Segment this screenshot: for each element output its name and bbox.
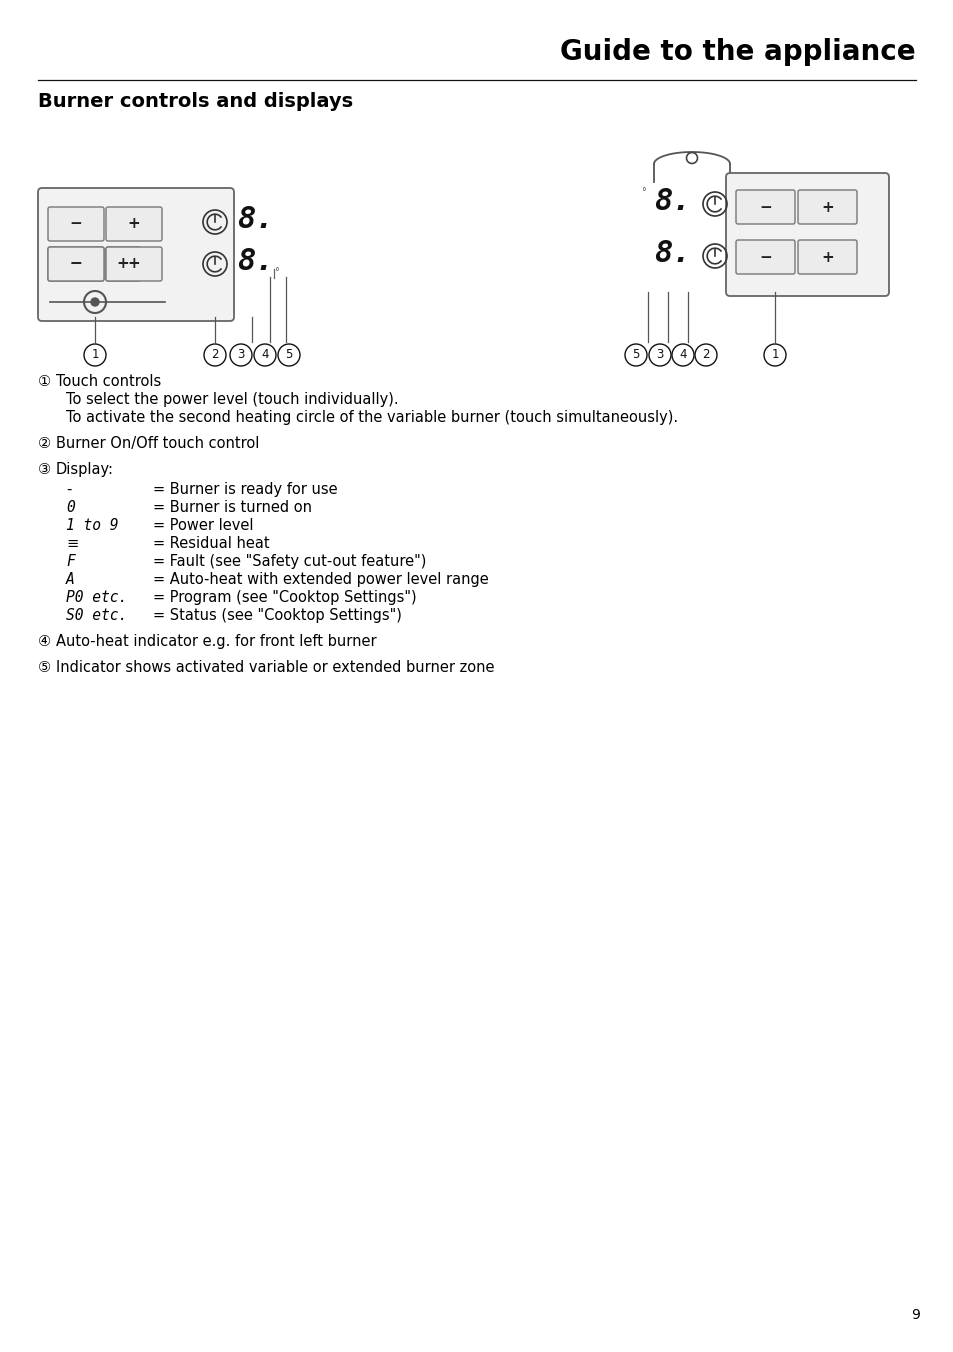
Text: Burner On/Off touch control: Burner On/Off touch control [56, 435, 259, 452]
Text: +: + [821, 200, 833, 215]
Text: Display:: Display: [56, 462, 113, 477]
Text: ④: ④ [38, 634, 51, 649]
Text: P0 etc.: P0 etc. [66, 589, 127, 604]
Text: ③: ③ [38, 462, 51, 477]
FancyBboxPatch shape [48, 247, 104, 281]
Text: 1: 1 [770, 349, 778, 361]
Text: 2: 2 [211, 349, 218, 361]
Text: -: - [66, 483, 71, 498]
Text: = Burner is ready for use: = Burner is ready for use [152, 483, 337, 498]
Text: 3: 3 [656, 349, 663, 361]
Text: 0: 0 [66, 500, 74, 515]
Text: 2: 2 [701, 349, 709, 361]
FancyBboxPatch shape [735, 241, 794, 274]
Text: Indicator shows activated variable or extended burner zone: Indicator shows activated variable or ex… [56, 660, 494, 675]
Text: = Auto-heat with extended power level range: = Auto-heat with extended power level ra… [152, 572, 488, 587]
FancyBboxPatch shape [106, 247, 140, 281]
Text: = Status (see "Cooktop Settings"): = Status (see "Cooktop Settings") [152, 608, 401, 623]
Text: +: + [128, 257, 140, 272]
Text: A: A [66, 572, 74, 587]
Text: = Power level: = Power level [152, 518, 253, 533]
Text: = Fault (see "Safety cut-out feature"): = Fault (see "Safety cut-out feature") [152, 554, 426, 569]
Text: ⑤: ⑤ [38, 660, 51, 675]
Text: −: − [70, 257, 82, 272]
Text: 3: 3 [237, 349, 244, 361]
Text: °: ° [274, 266, 279, 277]
Text: −: − [759, 200, 771, 215]
Text: To activate the second heating circle of the variable burner (touch simultaneous: To activate the second heating circle of… [66, 410, 678, 425]
Text: To select the power level (touch individually).: To select the power level (touch individ… [66, 392, 398, 407]
Text: ②: ② [38, 435, 51, 452]
Text: 5: 5 [632, 349, 639, 361]
Text: ①: ① [38, 375, 51, 389]
Text: 8.: 8. [236, 247, 274, 277]
Text: 4: 4 [261, 349, 269, 361]
Text: = Program (see "Cooktop Settings"): = Program (see "Cooktop Settings") [152, 589, 416, 604]
Text: −: − [70, 257, 82, 272]
FancyBboxPatch shape [797, 241, 856, 274]
Text: ≡: ≡ [66, 535, 78, 552]
Text: 8.: 8. [653, 188, 690, 216]
Text: +: + [116, 257, 130, 272]
Text: 5: 5 [285, 349, 293, 361]
FancyBboxPatch shape [106, 247, 162, 281]
Text: 8.: 8. [653, 239, 690, 269]
FancyBboxPatch shape [797, 191, 856, 224]
Text: Guide to the appliance: Guide to the appliance [559, 38, 915, 66]
Text: 1 to 9: 1 to 9 [66, 518, 118, 533]
Text: = Residual heat: = Residual heat [152, 535, 270, 552]
FancyBboxPatch shape [48, 247, 104, 281]
Text: 4: 4 [679, 349, 686, 361]
Text: Touch controls: Touch controls [56, 375, 161, 389]
FancyBboxPatch shape [735, 191, 794, 224]
Text: 1: 1 [91, 349, 99, 361]
Text: Auto-heat indicator e.g. for front left burner: Auto-heat indicator e.g. for front left … [56, 634, 376, 649]
Text: °: ° [641, 187, 646, 197]
FancyBboxPatch shape [725, 173, 888, 296]
Text: = Burner is turned on: = Burner is turned on [152, 500, 312, 515]
Text: 9: 9 [910, 1307, 919, 1322]
FancyBboxPatch shape [106, 207, 162, 241]
FancyBboxPatch shape [48, 207, 104, 241]
Text: −: − [70, 216, 82, 231]
Text: +: + [821, 250, 833, 265]
Text: +: + [128, 216, 140, 231]
Text: F: F [66, 554, 74, 569]
Text: 8.: 8. [236, 206, 274, 234]
Text: S0 etc.: S0 etc. [66, 608, 127, 623]
FancyBboxPatch shape [38, 188, 233, 320]
Text: −: − [759, 250, 771, 265]
Text: Burner controls and displays: Burner controls and displays [38, 92, 353, 111]
Circle shape [91, 297, 99, 306]
